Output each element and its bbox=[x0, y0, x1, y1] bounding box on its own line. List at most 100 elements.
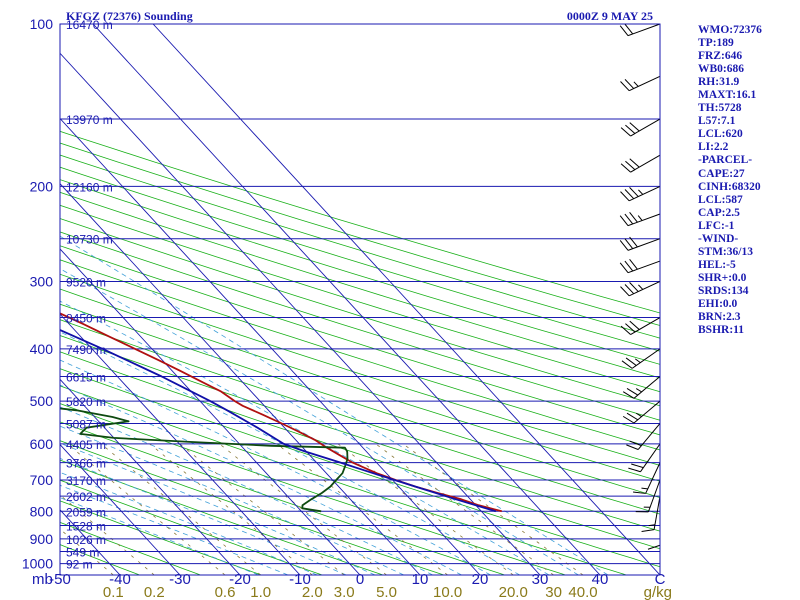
pressure-tick-label: 400 bbox=[30, 341, 54, 357]
mixing-ratio-tick-label: 1.0 bbox=[250, 584, 271, 600]
pressure-tick-label: 100 bbox=[30, 16, 54, 32]
moist-adiabat-line bbox=[60, 442, 376, 575]
wind-barb bbox=[621, 348, 661, 369]
mixing-ratio-line bbox=[276, 443, 448, 575]
index-item: TP:189 bbox=[698, 37, 734, 50]
sounding-traces bbox=[60, 312, 503, 513]
pressure-tick-label: 600 bbox=[30, 436, 54, 452]
isotherm-line bbox=[60, 313, 301, 575]
wind-barb bbox=[620, 75, 661, 92]
mixing-ratio-line bbox=[219, 443, 387, 575]
dry-adiabat-line bbox=[60, 166, 660, 352]
dry-adiabat-line bbox=[60, 288, 660, 482]
mixing-ratio-tick-label: 3.0 bbox=[334, 584, 355, 600]
wind-barb bbox=[626, 423, 661, 450]
index-item: EHI:0.0 bbox=[698, 297, 738, 310]
moist-adiabat-line bbox=[60, 235, 609, 575]
pressure-tick-label: 900 bbox=[30, 531, 54, 547]
temperature-tick-label: 30 bbox=[532, 571, 549, 588]
moist-adiabat-line bbox=[60, 457, 347, 575]
index-item: BRN:2.3 bbox=[698, 311, 741, 324]
index-item: FRZ:646 bbox=[698, 50, 743, 63]
height-label: 549 m bbox=[66, 546, 99, 560]
mixing-ratio-tick-label: 20.0 bbox=[499, 584, 528, 600]
wind-barb bbox=[622, 376, 661, 399]
dry-adiabat-line bbox=[60, 303, 660, 498]
temperature-unit-label: C bbox=[655, 571, 666, 588]
wind-barb bbox=[620, 185, 661, 202]
temperature-tick-label: -20 bbox=[229, 571, 251, 588]
isotherms bbox=[60, 24, 660, 575]
temperature-tick-label: -10 bbox=[289, 571, 311, 588]
height-label: 2059 m bbox=[66, 505, 106, 519]
wind-barb bbox=[619, 212, 661, 227]
plot-frame bbox=[59, 23, 661, 576]
height-label: 92 m bbox=[66, 558, 93, 572]
mixing-ratio-tick-label: 40.0 bbox=[568, 584, 597, 600]
height-label: 5087 m bbox=[66, 417, 106, 431]
isotherm-line bbox=[60, 52, 541, 575]
index-item: LCL:587 bbox=[698, 193, 743, 206]
dry-adiabat-line bbox=[60, 273, 660, 466]
mixing-ratio-line bbox=[179, 443, 345, 575]
mixing-ratio-tick-label: 5.0 bbox=[376, 584, 397, 600]
temperature-trace bbox=[60, 312, 503, 513]
index-item: L57:7.1 bbox=[698, 115, 736, 128]
dry-adiabat-line bbox=[60, 218, 660, 407]
height-label: 13970 m bbox=[66, 113, 113, 127]
dry-adiabat-line bbox=[60, 368, 660, 568]
isotherm-line bbox=[60, 117, 481, 575]
dry-adiabat-line bbox=[60, 521, 201, 575]
height-label: 12160 m bbox=[66, 180, 113, 194]
pressure-tick-label: 300 bbox=[30, 273, 54, 289]
index-item: SHR+:0.0 bbox=[698, 271, 747, 284]
index-item: CAP:2.5 bbox=[698, 206, 740, 219]
wind-barb bbox=[620, 317, 661, 335]
isotherm-line bbox=[60, 378, 241, 575]
index-item: LFC:-1 bbox=[698, 219, 735, 232]
index-item: STM:36/13 bbox=[698, 245, 753, 258]
dry-adiabat-line bbox=[60, 191, 660, 379]
index-item: HEL:-5 bbox=[698, 258, 736, 271]
wind-barb bbox=[620, 280, 661, 297]
wind-barbs bbox=[619, 23, 661, 550]
moist-adiabat-line bbox=[60, 268, 579, 575]
index-item: CINH:68320 bbox=[698, 180, 761, 193]
index-item: TH:5728 bbox=[698, 102, 742, 115]
height-label: 4405 m bbox=[66, 438, 106, 452]
wind-barb bbox=[620, 154, 661, 173]
isobars bbox=[60, 23, 660, 565]
moist-adiabat-line bbox=[60, 384, 462, 575]
mixing-ratio-line bbox=[100, 443, 261, 575]
index-item: -WIND- bbox=[698, 232, 739, 245]
temperature-tick-label: 40 bbox=[592, 571, 609, 588]
temperature-tick-label: -30 bbox=[169, 571, 191, 588]
dry-adiabat-line bbox=[60, 403, 566, 575]
mixing-ratio-tick-label: 0.2 bbox=[144, 584, 165, 600]
wind-barb bbox=[622, 400, 661, 424]
pressure-tick-label: 700 bbox=[30, 472, 54, 488]
wind-barb bbox=[641, 496, 661, 532]
height-label: 6615 m bbox=[66, 370, 106, 384]
dry-adiabat-line bbox=[60, 259, 660, 451]
isotherm-line bbox=[60, 443, 181, 575]
dry-adiabat-line bbox=[60, 245, 660, 436]
wind-barb bbox=[635, 479, 661, 513]
index-item: WB0:686 bbox=[698, 63, 744, 76]
pressure-tick-label: 1000 bbox=[22, 556, 53, 572]
mixing-ratio-tick-label: 10.0 bbox=[433, 584, 462, 600]
height-label: 1528 m bbox=[66, 519, 106, 533]
height-label: 3170 m bbox=[66, 474, 106, 488]
pressure-tick-label: 500 bbox=[30, 393, 54, 409]
height-label: 1026 m bbox=[66, 533, 106, 547]
isotherm-line bbox=[60, 183, 421, 575]
dry-adiabat-line bbox=[60, 459, 384, 575]
chart-title: KFGZ (72376) Sounding bbox=[66, 9, 193, 23]
mixing-ratio-tick-label: 0.1 bbox=[103, 584, 124, 600]
temperature-tick-label: -50 bbox=[49, 571, 71, 588]
dewpoint-trace bbox=[60, 407, 349, 513]
dry-adiabat-line bbox=[60, 351, 660, 550]
pressure-unit-label: mb bbox=[32, 571, 53, 588]
mixing-ratio-tick-label: 2.0 bbox=[302, 584, 323, 600]
